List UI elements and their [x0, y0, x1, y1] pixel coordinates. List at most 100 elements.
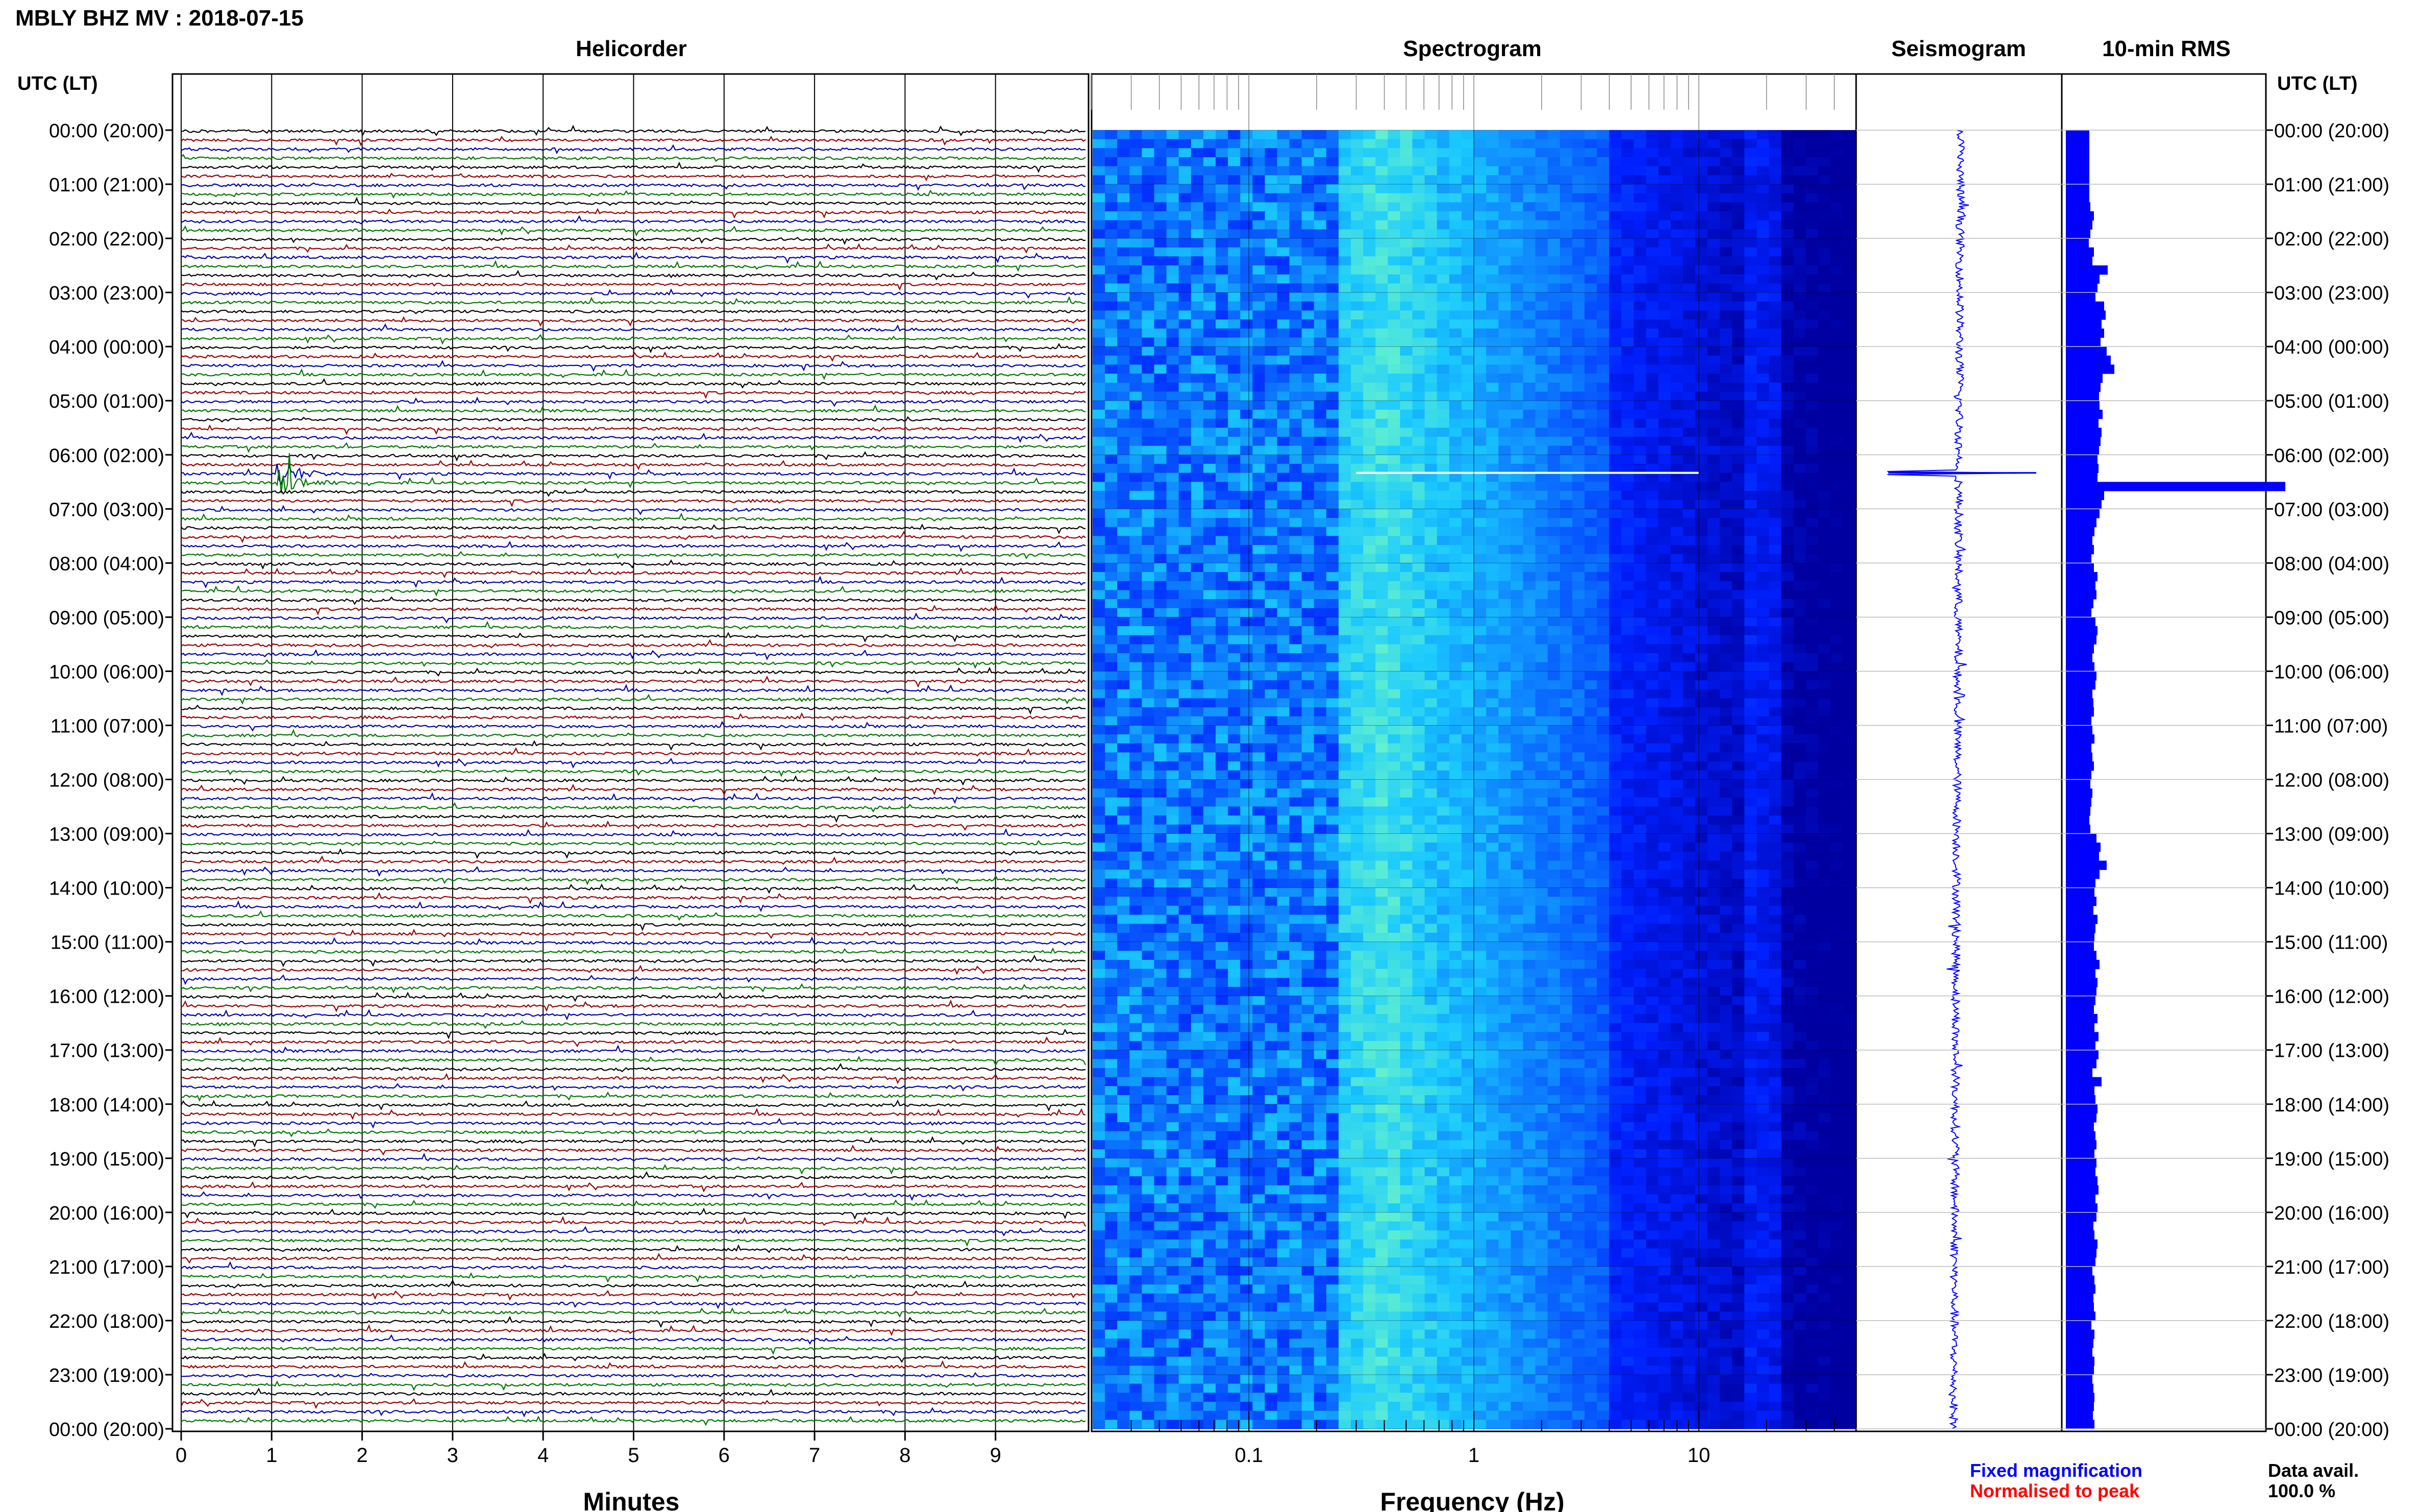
spectrogram-cell [1461, 130, 1474, 140]
spectrogram-cell [1658, 698, 1671, 708]
spectrogram-cell [1228, 328, 1241, 338]
spectrogram-cell [1597, 148, 1610, 158]
spectrogram-cell [1388, 482, 1400, 491]
spectrogram-cell [1388, 238, 1400, 248]
spectrogram-cell [1216, 554, 1228, 563]
spectrogram-cell [1338, 581, 1351, 590]
spectrogram-cell [1757, 445, 1769, 455]
spectrogram-cell [1683, 680, 1696, 690]
spectrogram-cell [1191, 518, 1204, 528]
spectrogram-cell [1301, 445, 1315, 455]
spectrogram-cell [1117, 545, 1130, 555]
spectrogram-cell [1842, 364, 1856, 374]
spectrogram-cell [1388, 139, 1400, 148]
spectrogram-cell [1437, 166, 1450, 176]
spectrogram-cell [1289, 752, 1302, 762]
spectrogram-cell [1670, 418, 1684, 428]
spectrogram-cell [1277, 518, 1290, 528]
spectrogram-cell [1498, 599, 1511, 609]
spectrogram-cell [1424, 328, 1438, 338]
spectrogram-cell [1252, 229, 1265, 239]
spectrogram-cell [1732, 572, 1745, 582]
spectrogram-cell [1695, 509, 1708, 518]
spectrogram-cell [1511, 238, 1523, 248]
spectrogram-cell [1375, 445, 1388, 455]
spectrogram-cell [1301, 490, 1315, 501]
spectrogram-panel: 0.1 1 10 [1091, 73, 1857, 1467]
helicorder-title: Helicorder [576, 36, 687, 61]
helicorder-trace [181, 802, 1086, 813]
spectrogram-cell [1511, 364, 1523, 374]
spectrogram-cell [1265, 617, 1278, 627]
figure-title: MBLY BHZ MV : 2018-07-15 [15, 6, 304, 31]
spectrogram-cell [1142, 482, 1155, 491]
spectrogram-cell [1166, 455, 1179, 464]
spectrogram-cell [1535, 193, 1548, 203]
spectrogram-cell [1842, 328, 1856, 338]
spectrogram-cell [1757, 166, 1769, 176]
spectrogram-cell [1732, 319, 1745, 329]
spectrogram-cell [1412, 436, 1425, 447]
spectrogram-cell [1240, 157, 1253, 167]
spectrogram-cell [1523, 256, 1536, 266]
helicorder-trace [181, 928, 1086, 939]
spectrogram-cell [1166, 662, 1179, 672]
spectrogram-cell [1178, 364, 1192, 374]
spectrogram-cell [1842, 572, 1856, 582]
spectrogram-cell [1178, 283, 1192, 293]
helicorder-trace [181, 182, 1085, 191]
spectrogram-cell [1634, 490, 1646, 501]
spectrogram-cell [1719, 752, 1733, 762]
spectrogram-cell [1744, 310, 1757, 320]
spectrogram-cell [1511, 337, 1523, 347]
spectrogram-cell [1781, 265, 1794, 275]
spectrogram-cell [1240, 509, 1253, 518]
spectrogram-cell [1203, 518, 1216, 528]
spectrogram-cell [1609, 725, 1622, 735]
spectrogram-cell [1093, 391, 1105, 401]
helicorder-trace [181, 828, 1086, 837]
spectrogram-cell [1449, 671, 1462, 681]
spectrogram-cell [1498, 518, 1511, 528]
spectrogram-cell [1498, 671, 1511, 681]
spectrogram-cell [1424, 283, 1438, 293]
spectrogram-cell [1424, 743, 1438, 753]
spectrogram-cell [1154, 473, 1167, 482]
spectrogram-cell [1412, 202, 1425, 212]
spectrogram-cell [1412, 563, 1425, 573]
spectrogram-cell [1117, 418, 1130, 428]
spectrogram-cell [1769, 292, 1782, 302]
spectrogram-cell [1265, 644, 1278, 654]
spectrogram-cell [1474, 346, 1487, 356]
spectrogram-cell [1105, 599, 1118, 609]
spectrogram-cell [1744, 671, 1757, 681]
spectrogram-cell [1830, 806, 1843, 816]
spectrogram-cell [1757, 346, 1769, 356]
spectrogram-cell [1842, 743, 1856, 753]
spectrogram-cell [1646, 445, 1659, 455]
spectrogram-cell [1793, 689, 1807, 699]
spectrogram-cell [1646, 518, 1659, 528]
spectrogram-cell [1105, 518, 1118, 528]
spectrogram-cell [1228, 716, 1241, 726]
spectrogram-cell [1129, 752, 1142, 762]
spectrogram-cell [1117, 310, 1130, 320]
spectrogram-cell [1757, 220, 1769, 230]
spectrogram-cell [1326, 698, 1339, 708]
spectrogram-cell [1830, 374, 1843, 383]
spectrogram-cell [1634, 211, 1646, 221]
spectrogram-cell [1166, 815, 1179, 825]
spectrogram-cell [1265, 590, 1278, 600]
helicorder-trace [181, 632, 1086, 643]
spectrogram-cell [1154, 130, 1167, 140]
spectrogram-cell [1498, 364, 1511, 374]
spectrogram-cell [1769, 455, 1782, 464]
spectrogram-cell [1363, 301, 1376, 311]
spectrogram-cell [1240, 563, 1253, 573]
spectrogram-cell [1634, 536, 1646, 546]
spectrogram-cell [1424, 139, 1438, 148]
spectrogram-cell [1400, 428, 1413, 437]
spectrogram-cell [1793, 509, 1807, 518]
spectrogram-cell [1216, 418, 1228, 428]
spectrogram-cell [1301, 463, 1315, 474]
